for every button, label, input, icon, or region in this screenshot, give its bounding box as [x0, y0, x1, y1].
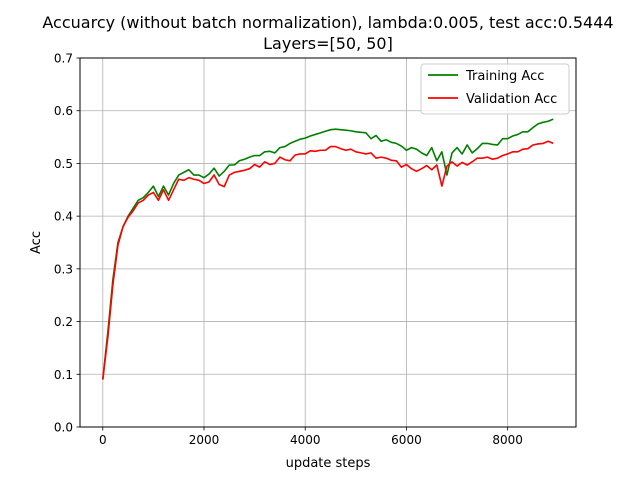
x-axis-label: update steps [286, 456, 371, 471]
x-tick-label: 4000 [290, 433, 321, 447]
legend-label-validation-acc: Validation Acc [466, 92, 557, 107]
chart-title: Accuarcy (without batch normalization), … [42, 13, 613, 32]
legend-label-training-acc: Training Acc [465, 69, 544, 84]
legend: Training Acc Validation Acc [420, 63, 570, 115]
axis-ticks: 0 2000 4000 6000 8000 0.0 0.1 0.2 0.3 0.4 0.5 0.6 0.… [54, 52, 523, 448]
series-lines [101, 118, 554, 380]
y-tick-label: 0.7 [54, 52, 73, 66]
y-tick-label: 0.3 [54, 262, 73, 276]
x-tick-label: 8000 [492, 433, 523, 447]
y-axis-label: Acc [29, 231, 44, 254]
y-tick-label: 0.4 [54, 210, 73, 224]
grid [80, 57, 576, 428]
y-tick-label: 0.5 [54, 157, 73, 171]
chart-subtitle: Layers=[50, 50] [263, 34, 393, 53]
y-tick-label: 0.0 [54, 421, 73, 435]
legend-box [420, 63, 570, 115]
series-line-validation-acc [101, 140, 554, 380]
plot-frame [79, 57, 577, 428]
y-tick-label: 0.1 [54, 368, 73, 382]
y-tick-label: 0.2 [54, 315, 73, 329]
x-tick-label: 2000 [189, 433, 220, 447]
series-line-training-acc [101, 118, 554, 380]
x-tick-label: 0 [99, 433, 107, 447]
x-tick-label: 6000 [391, 433, 422, 447]
y-tick-label: 0.6 [54, 104, 73, 118]
